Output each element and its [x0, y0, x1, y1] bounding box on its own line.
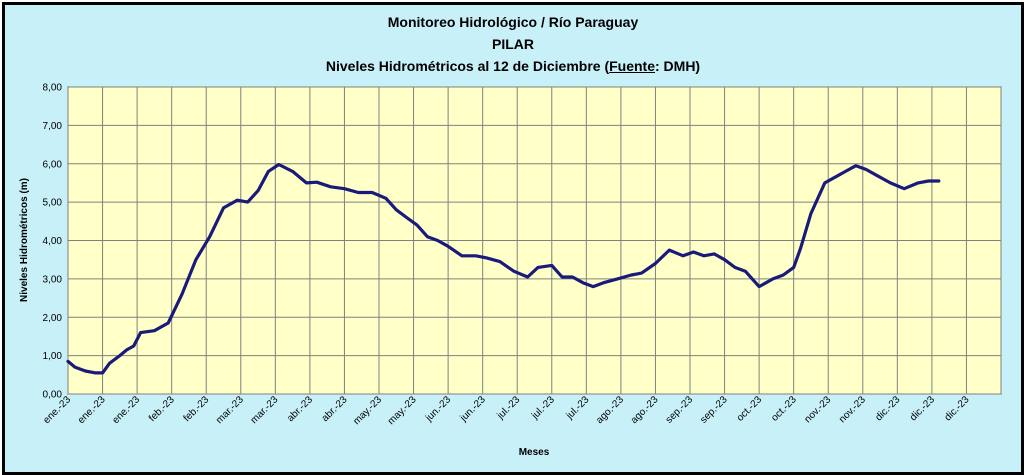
x-tick-label: ene.-23 [110, 394, 142, 426]
x-tick-label: jul.-23 [564, 394, 592, 422]
x-tick-label: feb.-23 [147, 394, 177, 424]
x-tick-label: may.-23 [351, 394, 384, 427]
chart-subtitle-prefix: Niveles Hidrométricos al 12 de Diciembre… [325, 58, 610, 74]
x-tick-label: jun.-23 [423, 394, 453, 424]
y-tick-label: 0,00 [43, 390, 63, 401]
x-tick-label: jul.-23 [495, 394, 523, 422]
x-tick-label: ago.-23 [594, 394, 626, 426]
x-tick-label: may.-23 [386, 394, 419, 427]
x-tick-label: mar.-23 [214, 394, 246, 426]
y-tick-label: 1,00 [43, 351, 63, 362]
x-tick-label: oct.-23 [735, 394, 765, 424]
y-axis: 0,00 1,00 2,00 3,00 4,00 5,00 6,00 7,00 8,00 [43, 83, 63, 401]
x-tick-label: sep.-23 [698, 394, 730, 426]
y-tick-label: 8,00 [43, 83, 63, 94]
chart-subtitle-suffix: : DMH) [655, 58, 701, 74]
grid [67, 86, 1002, 395]
x-tick-label: mar.-23 [249, 394, 281, 426]
x-tick-label: jun.-23 [458, 394, 488, 424]
chart-subtitle-source-label: Fuente [609, 58, 655, 74]
chart-subtitle: Niveles Hidrométricos al 12 de Diciembre… [5, 58, 1021, 74]
x-tick-label: jul.-23 [529, 394, 557, 422]
x-tick-label: nov.-23 [837, 394, 868, 425]
x-tick-label: ago.-23 [629, 394, 661, 426]
x-tick-label: oct.-23 [769, 394, 799, 424]
x-tick-label: nov.-23 [802, 394, 833, 425]
x-axis: ene.-23 ene.-23 ene.-23 feb.-23 feb.-23 mar.-… [41, 394, 972, 427]
x-tick-label: feb.-23 [182, 394, 212, 424]
series-line [66, 162, 941, 375]
y-tick-label: 7,00 [43, 121, 63, 132]
y-tick-label: 4,00 [43, 236, 63, 247]
x-tick-label: dic.-23 [873, 394, 902, 423]
x-tick-label: dic.-23 [943, 394, 972, 423]
chart-title-location: PILAR [492, 36, 534, 52]
x-tick-label: ene.-23 [76, 394, 108, 426]
y-axis-label: Niveles Hidrométricos (m) [19, 178, 30, 302]
y-tick-label: 3,00 [43, 274, 63, 285]
y-tick-label: 6,00 [43, 159, 63, 170]
x-axis-label: Meses [519, 447, 550, 458]
x-tick-label: dic.-23 [908, 394, 937, 423]
y-tick-label: 2,00 [43, 313, 63, 324]
x-tick-label: abr.-23 [285, 394, 315, 424]
x-tick-label: abr.-23 [320, 394, 350, 424]
x-tick-label: sep.-23 [664, 394, 696, 426]
chart-title: Monitoreo Hidrológico / Río Paraguay [387, 14, 639, 30]
y-tick-label: 5,00 [43, 198, 63, 209]
